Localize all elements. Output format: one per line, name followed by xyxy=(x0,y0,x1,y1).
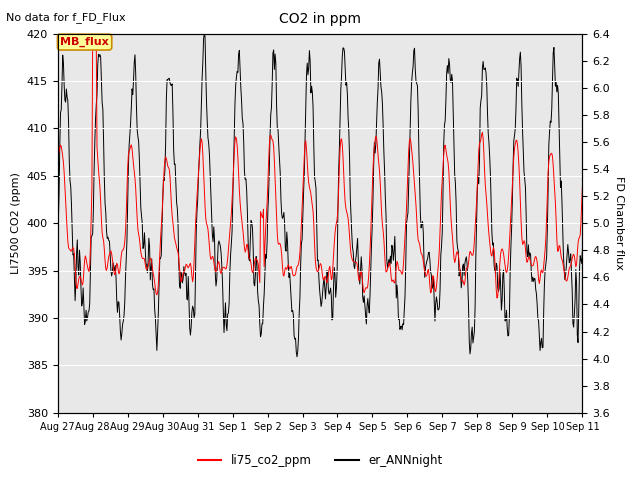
Legend: li75_co2_ppm, er_ANNnight: li75_co2_ppm, er_ANNnight xyxy=(193,449,447,472)
Text: CO2 in ppm: CO2 in ppm xyxy=(279,12,361,26)
Text: No data for f_FD_Flux: No data for f_FD_Flux xyxy=(6,12,126,23)
Y-axis label: LI7500 CO2 (ppm): LI7500 CO2 (ppm) xyxy=(11,172,21,274)
Text: MB_flux: MB_flux xyxy=(60,37,109,47)
Y-axis label: FD Chamber flux: FD Chamber flux xyxy=(614,176,624,270)
